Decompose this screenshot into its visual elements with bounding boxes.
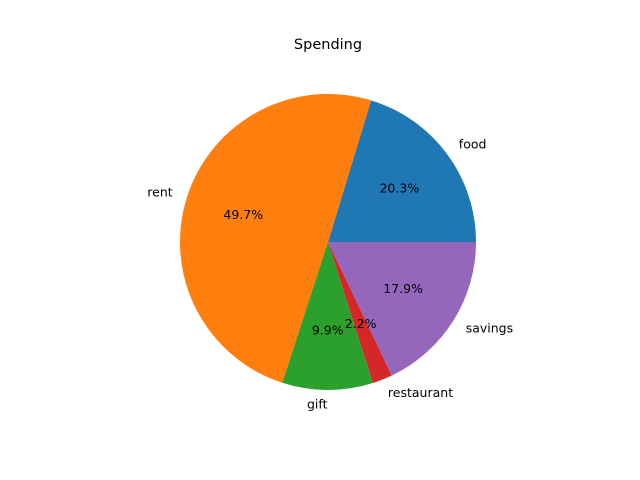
slice-label-food: food: [459, 137, 487, 152]
chart-title: Spending: [294, 37, 362, 53]
percent-label-savings: 17.9%: [383, 281, 423, 296]
slice-label-gift: gift: [307, 396, 328, 411]
pie-slice-savings: [328, 242, 476, 376]
slice-labels: food rent gift restaurant savings: [147, 137, 513, 412]
pie-slice-restaurant: [328, 242, 392, 384]
percent-label-restaurant: 2.2%: [345, 316, 377, 331]
slice-label-savings: savings: [466, 320, 513, 335]
percent-label-gift: 9.9%: [312, 322, 344, 337]
pie-slice-food: [328, 100, 477, 242]
pie-slice-gift: [282, 242, 373, 390]
pie-slice-rent: [179, 93, 372, 383]
pie-slices: [179, 93, 477, 390]
percent-label-food: 20.3%: [379, 181, 419, 196]
percent-labels: 20.3% 49.7% 9.9% 2.2% 17.9%: [223, 181, 423, 338]
slice-label-rent: rent: [147, 185, 172, 200]
slice-label-restaurant: restaurant: [388, 385, 453, 400]
percent-label-rent: 49.7%: [223, 207, 263, 222]
